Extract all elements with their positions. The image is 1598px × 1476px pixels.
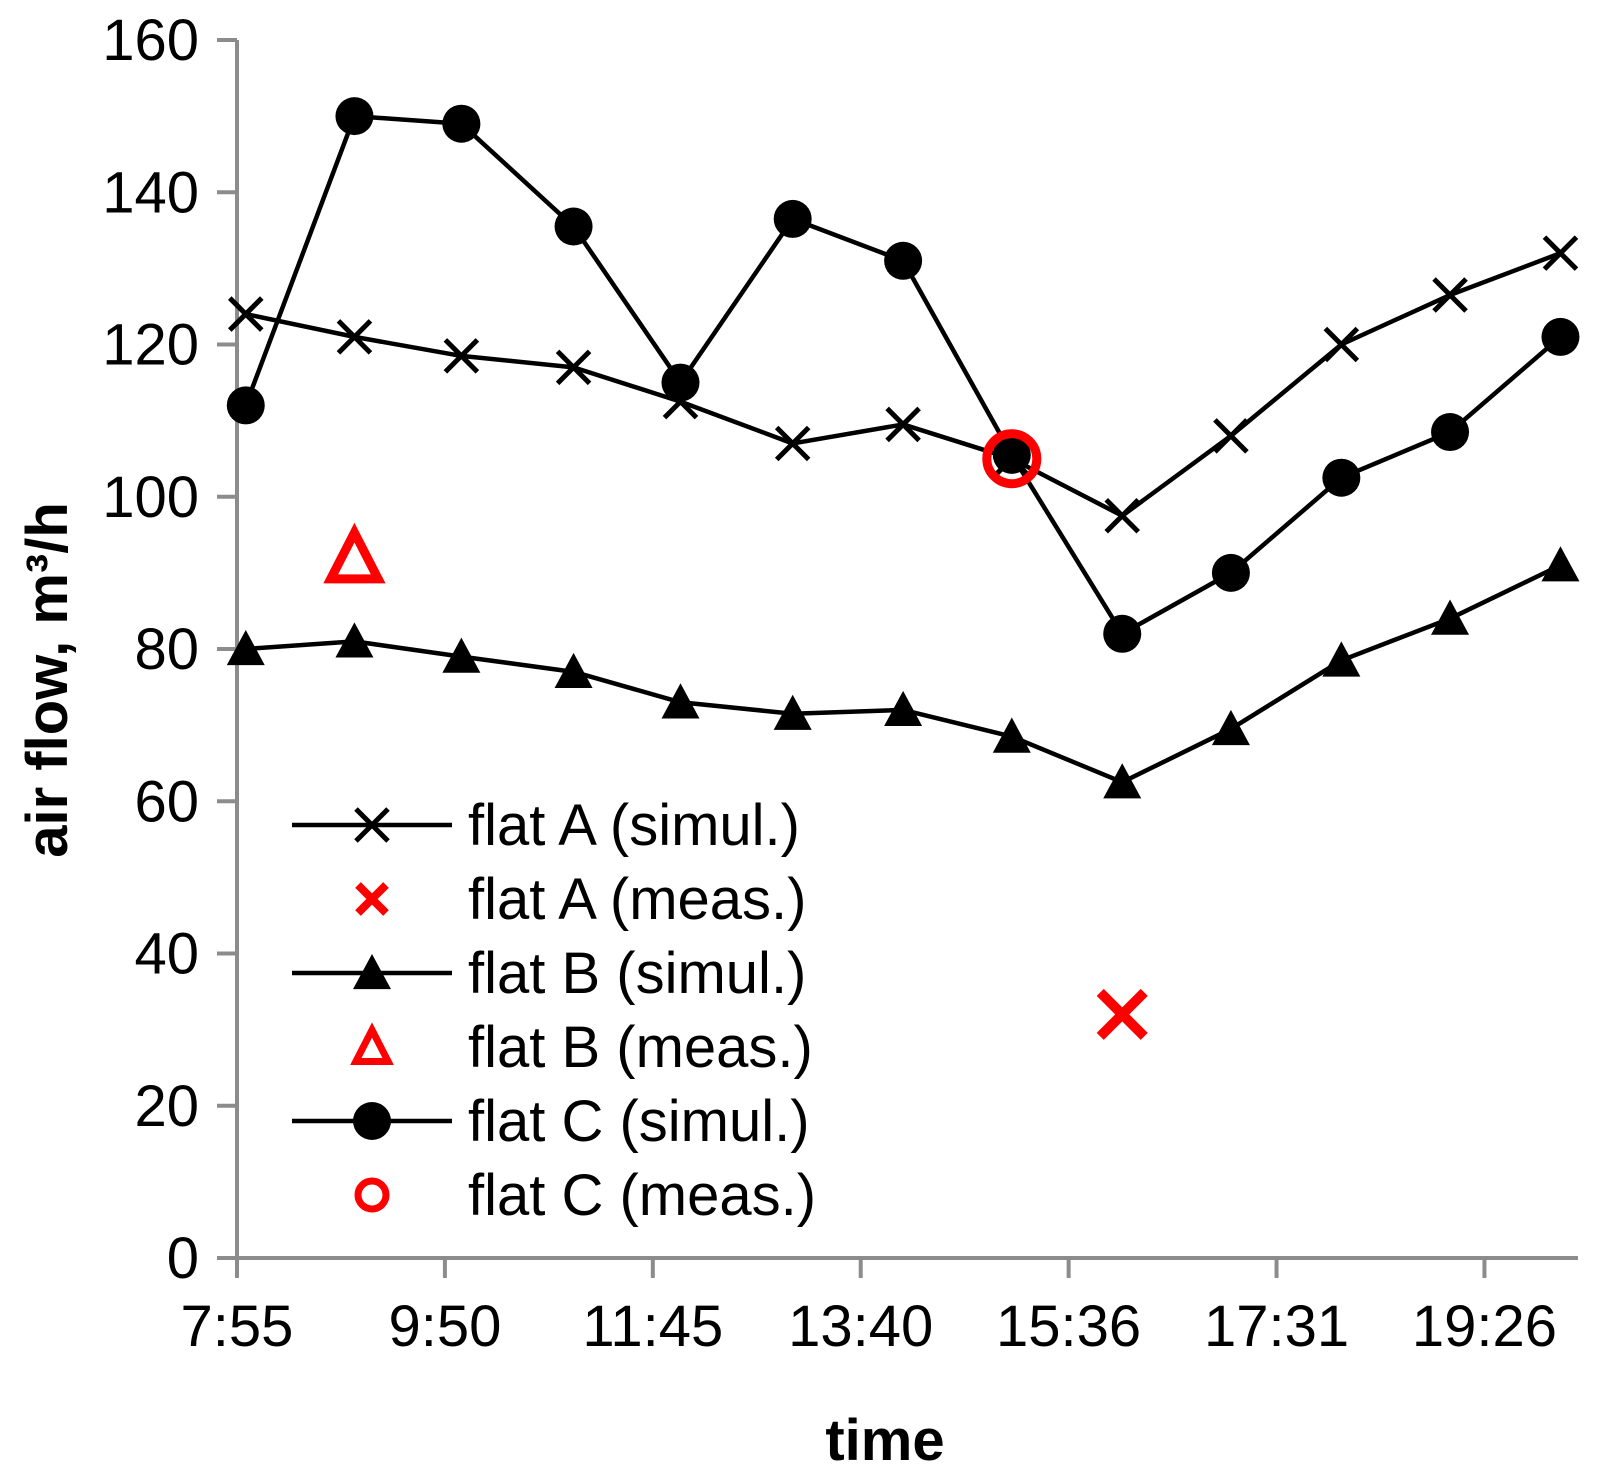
data-point <box>1323 326 1360 363</box>
data-point <box>773 199 812 238</box>
legend-item: flat B (meas.) <box>350 1015 813 1080</box>
data-point <box>1096 988 1148 1040</box>
x-tick-label: 17:31 <box>1204 1294 1349 1359</box>
legend-label: flat A (meas.) <box>468 867 806 932</box>
y-tick-label: 40 <box>134 922 199 987</box>
legend-label: flat A (simul.) <box>468 793 800 858</box>
legend-item: flat A (meas.) <box>355 867 806 932</box>
data-point <box>1211 553 1250 592</box>
data-point <box>226 386 265 425</box>
legend-marker <box>354 807 390 843</box>
y-tick-label: 20 <box>134 1074 199 1139</box>
legend-label: flat C (simul.) <box>468 1089 810 1154</box>
data-point <box>1542 235 1579 271</box>
data-point <box>773 694 812 730</box>
data-point <box>1431 599 1470 635</box>
legend-label: flat B (simul.) <box>468 941 806 1006</box>
legend-marker <box>350 1022 394 1065</box>
data-point <box>1541 546 1580 582</box>
series-2 <box>1096 988 1148 1040</box>
data-point <box>992 435 1031 474</box>
data-point <box>884 241 923 280</box>
data-point <box>1211 709 1250 746</box>
y-tick-label: 140 <box>102 160 199 225</box>
data-point <box>992 717 1031 753</box>
x-tick-label: 15:36 <box>996 1294 1141 1359</box>
data-point <box>335 97 374 136</box>
legend-marker <box>353 954 391 990</box>
series-4 <box>323 522 386 584</box>
data-point <box>443 338 480 374</box>
data-point <box>227 296 264 332</box>
data-point <box>1103 614 1142 653</box>
data-point <box>1322 641 1361 677</box>
series-line <box>245 563 1562 785</box>
legend-item: flat A (simul.) <box>292 793 800 858</box>
series-5 <box>226 97 1580 653</box>
series-layer <box>226 97 1580 1040</box>
y-tick-label: 100 <box>102 465 199 530</box>
data-point <box>884 690 923 727</box>
series-line <box>243 113 1562 637</box>
data-point <box>982 429 1042 489</box>
data-point <box>323 522 386 584</box>
legend-label: flat C (meas.) <box>468 1163 816 1228</box>
legend-item: flat C (meas.) <box>354 1163 816 1228</box>
series-3 <box>226 546 1580 799</box>
x-tick-label: 7:55 <box>181 1294 294 1359</box>
x-tick-label: 13:40 <box>788 1294 933 1359</box>
legend-marker <box>353 1102 391 1140</box>
x-tick-label: 19:26 <box>1412 1294 1557 1359</box>
data-point <box>442 637 481 673</box>
legend-marker <box>354 1177 390 1213</box>
series-6 <box>982 429 1042 489</box>
data-point <box>885 406 921 443</box>
axes: 0 20 40 60 80 100 120 140 160 7:55 9:50 11:45 13:40 1… <box>102 8 1578 1359</box>
data-point <box>1541 317 1580 356</box>
y-tick-label: 0 <box>167 1226 199 1291</box>
y-tick-label: 80 <box>134 617 199 682</box>
data-point <box>661 363 700 402</box>
x-tick-label: 9:50 <box>388 1294 501 1359</box>
x-tick-label: 11:45 <box>582 1294 723 1359</box>
legend-item: flat C (simul.) <box>292 1089 810 1154</box>
y-tick-label: 120 <box>102 313 199 378</box>
data-point <box>1432 277 1468 313</box>
y-axis-title: air flow, m³/h <box>15 502 80 858</box>
data-point <box>555 349 592 386</box>
data-point <box>661 683 700 719</box>
data-point <box>335 622 374 658</box>
data-point <box>1104 498 1141 534</box>
data-point <box>336 319 373 355</box>
legend-marker <box>355 882 389 916</box>
legend-item: flat B (simul.) <box>292 941 806 1006</box>
legend: flat A (simul.) flat A (meas.) flat B (sim… <box>292 793 816 1228</box>
data-point <box>442 104 481 143</box>
y-tick-label: 60 <box>134 769 199 834</box>
data-point <box>226 630 265 666</box>
x-axis-title: time <box>825 1408 944 1473</box>
data-point <box>774 425 811 462</box>
data-point <box>554 207 593 246</box>
data-point <box>1103 763 1142 799</box>
series-line <box>245 251 1562 519</box>
data-point <box>1431 413 1470 452</box>
data-point <box>1322 458 1361 497</box>
y-tick-label: 160 <box>102 8 199 73</box>
series-1 <box>227 235 1579 534</box>
legend-label: flat B (meas.) <box>468 1015 813 1080</box>
data-point <box>1213 418 1249 454</box>
data-point <box>554 652 593 688</box>
